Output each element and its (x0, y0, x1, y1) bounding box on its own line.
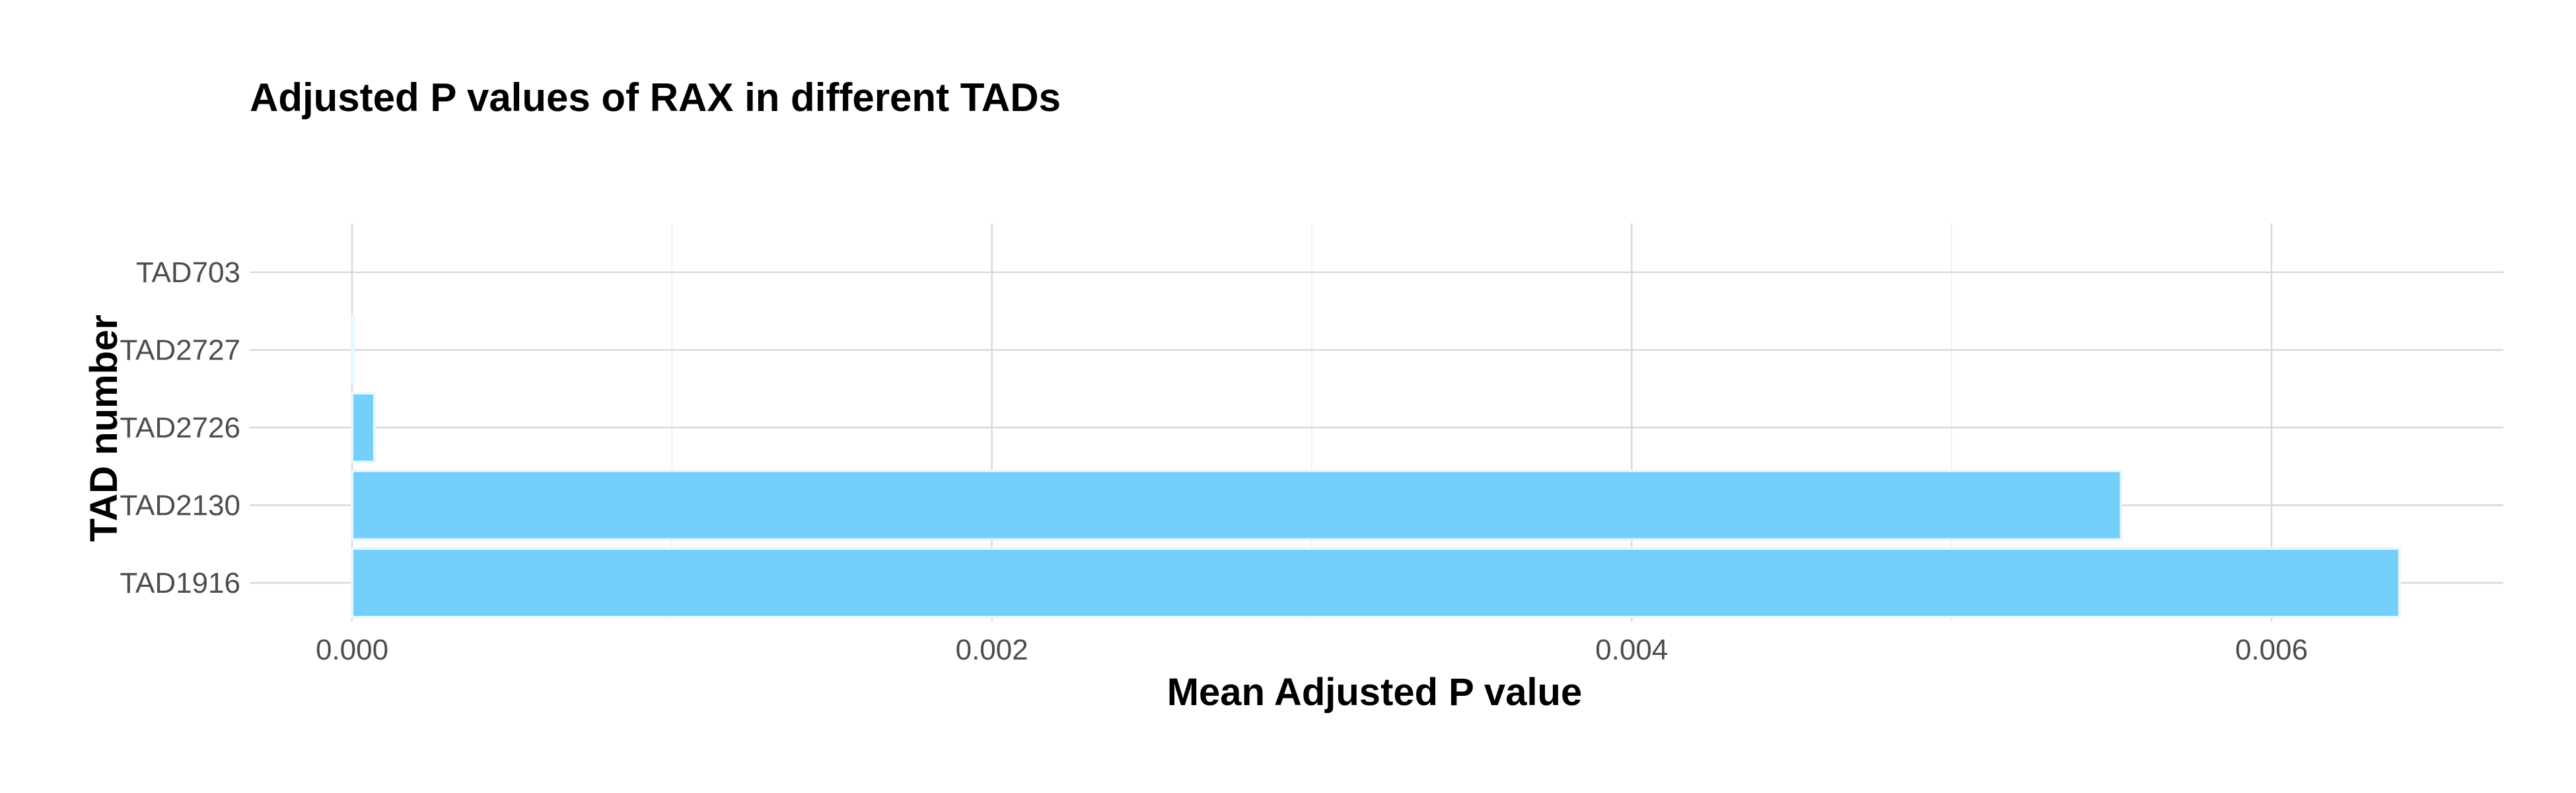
y-tick-label: TAD703 (136, 256, 240, 289)
y-tick-label: TAD2727 (120, 334, 240, 367)
x-tick-label: 0.006 (2235, 634, 2308, 666)
y-axis-title: TAD number (83, 315, 125, 542)
x-tick-label: 0.002 (956, 634, 1028, 666)
x-axis-title: Mean Adjusted P value (1167, 671, 1583, 714)
bar-tad2130 (351, 469, 2123, 541)
bars (351, 314, 2401, 619)
y-tick-label: TAD2130 (120, 490, 240, 522)
y-tick-label: TAD2726 (120, 412, 240, 444)
x-tick-label: 0.000 (316, 634, 388, 666)
bar-tad2726 (351, 392, 376, 463)
chart-title: Adjusted P values of RAX in different TA… (250, 75, 1061, 120)
y-tick-label: TAD1916 (120, 567, 240, 599)
x-tick-label: 0.004 (1595, 634, 1668, 666)
x-tick-labels: 0.000 0.002 0.004 0.006 (316, 634, 2308, 666)
bar-tad1916 (351, 547, 2401, 619)
y-tick-labels: TAD703 TAD2727 TAD2726 TAD2130 TAD1916 (120, 256, 240, 599)
bar-tad2727 (351, 314, 355, 386)
